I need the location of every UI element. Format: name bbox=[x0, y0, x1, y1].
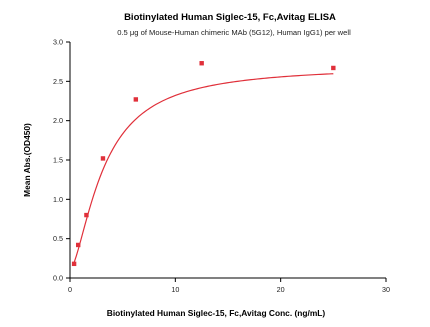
data-point bbox=[84, 212, 89, 218]
x-axis-ticks: 0 10 20 30 bbox=[68, 278, 390, 294]
plot-frame bbox=[69, 42, 386, 279]
data-point bbox=[133, 97, 139, 102]
y-tick-label: 2.5 bbox=[53, 77, 63, 86]
chart-title: Biotinylated Human Siglec-15, Fc,Avitag … bbox=[124, 12, 336, 23]
y-tick-label: 2.0 bbox=[53, 116, 63, 125]
data-point bbox=[331, 65, 336, 71]
data-point bbox=[100, 156, 106, 161]
x-tick-label: 30 bbox=[382, 285, 390, 294]
data-point bbox=[199, 61, 204, 66]
fit-curve bbox=[73, 73, 334, 263]
chart-subtitle: 0.5 μg of Mouse-Human chimeric MAb (5G12… bbox=[117, 28, 351, 37]
x-tick-label: 10 bbox=[171, 285, 179, 294]
y-tick-label: 3.0 bbox=[53, 38, 63, 47]
y-tick-label: 0.5 bbox=[53, 234, 63, 243]
x-tick-label: 0 bbox=[68, 285, 72, 294]
y-axis-ticks: 0.0 0.5 1.0 1.5 2.0 2.5 3.0 bbox=[53, 38, 70, 283]
data-point bbox=[71, 261, 77, 267]
x-axis-label: Biotinylated Human Siglec-15, Fc,Avitag … bbox=[107, 308, 326, 318]
data-points bbox=[71, 61, 336, 267]
y-axis-label: Mean Abs.(OD450) bbox=[22, 123, 32, 197]
y-tick-label: 1.5 bbox=[53, 156, 63, 165]
y-tick-label: 1.0 bbox=[53, 195, 63, 204]
y-tick-label: 0.0 bbox=[53, 274, 63, 283]
x-tick-label: 20 bbox=[277, 285, 285, 294]
data-point bbox=[76, 242, 81, 248]
